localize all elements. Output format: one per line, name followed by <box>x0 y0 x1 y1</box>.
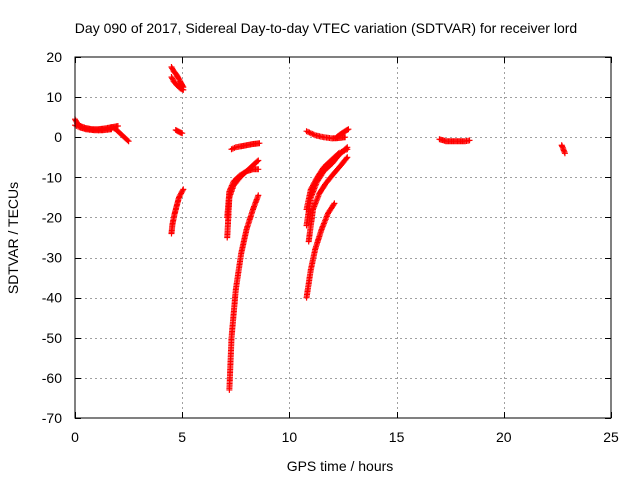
series-markers <box>224 166 262 221</box>
plot-frame <box>74 56 612 419</box>
series-arc-4 <box>168 64 187 91</box>
series-arc-6 <box>172 127 186 137</box>
series-markers <box>303 200 338 301</box>
y-tick-label: 0 <box>54 129 62 145</box>
x-tick-label: 20 <box>496 429 512 445</box>
series-markers <box>226 192 262 393</box>
y-axis-label: SDTVAR / TECUs <box>5 182 21 294</box>
x-tick-label: 10 <box>282 429 298 445</box>
series-markers <box>305 154 351 245</box>
x-tick-label: 25 <box>603 429 619 445</box>
data-marks <box>72 64 568 393</box>
series-markers <box>108 124 132 145</box>
series-arc-13 <box>333 126 352 141</box>
y-tick-label: -70 <box>42 410 62 426</box>
series-arc-16 <box>305 154 351 245</box>
series-arc-19 <box>558 142 568 157</box>
series-arc-10 <box>224 166 262 221</box>
axis-ticks <box>75 57 612 419</box>
series-markers <box>558 142 568 157</box>
y-tick-label: -50 <box>42 330 62 346</box>
y-tick-label: -20 <box>42 209 62 225</box>
series-markers <box>436 136 473 145</box>
grid <box>75 57 611 418</box>
chart-title: Day 090 of 2017, Sidereal Day-to-day VTE… <box>75 20 577 36</box>
series-markers <box>333 126 352 141</box>
series-markers <box>168 74 187 93</box>
series-markers <box>172 127 186 137</box>
x-tick-label: 0 <box>71 429 79 445</box>
x-tick-label: 15 <box>389 429 405 445</box>
y-tick-label: 20 <box>46 49 62 65</box>
series-arc-18 <box>436 136 473 145</box>
series-arc-3 <box>108 124 132 145</box>
series-markers <box>168 186 187 237</box>
series-arc-7 <box>168 186 187 237</box>
series-arc-17 <box>303 200 338 301</box>
series-markers <box>168 64 187 91</box>
series-arc-15 <box>303 146 351 213</box>
y-tick-label: -10 <box>42 169 62 185</box>
series-markers <box>228 140 263 153</box>
series-arc-8 <box>228 140 263 153</box>
series-markers <box>303 146 351 213</box>
x-tick-label: 5 <box>178 429 186 445</box>
y-tick-label: -40 <box>42 290 62 306</box>
series-arc-11 <box>226 192 262 393</box>
series-arc-5 <box>168 74 187 93</box>
y-tick-label: 10 <box>46 89 62 105</box>
y-tick-label: -60 <box>42 370 62 386</box>
y-tick-label: -30 <box>42 250 62 266</box>
tick-labels: 0 5 10 15 20 25 20 10 0 -10 -20 -30 -40 -50 -60 -70 <box>42 49 619 445</box>
x-axis-label: GPS time / hours <box>287 458 394 474</box>
